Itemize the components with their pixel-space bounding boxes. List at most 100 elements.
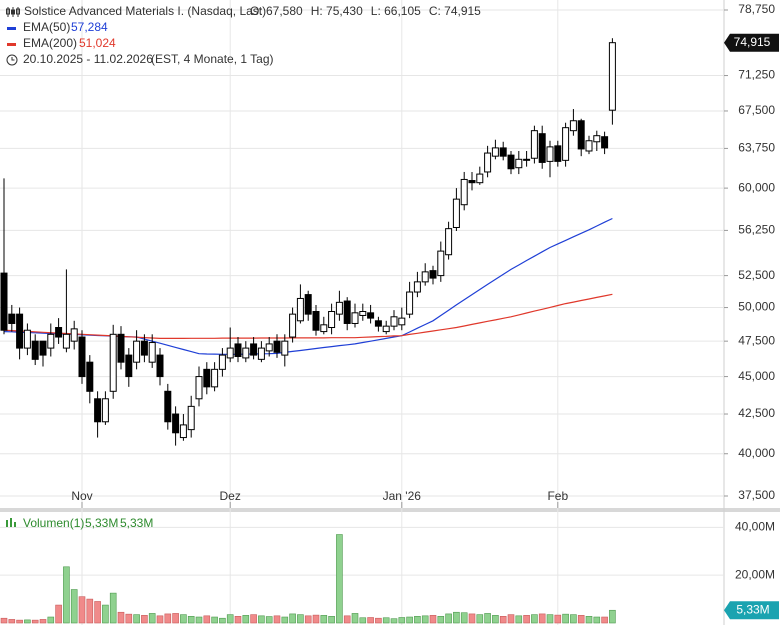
volume-bar — [31, 619, 39, 624]
candle-body — [374, 320, 382, 327]
volume-bar — [492, 615, 499, 624]
candle-body — [78, 336, 86, 378]
candle-body — [250, 343, 258, 356]
ema-line — [3, 293, 613, 339]
candle-body — [538, 133, 546, 163]
candle-body — [8, 313, 16, 324]
volume-bar — [398, 617, 406, 624]
volume-bar — [109, 592, 117, 624]
volume-bar — [359, 617, 367, 624]
candle-body — [585, 140, 593, 152]
candle-body — [140, 340, 148, 356]
volume-bar — [523, 615, 530, 624]
candle-body — [296, 297, 304, 322]
candle-body — [429, 270, 437, 279]
candle-body — [242, 347, 250, 359]
volume-bar — [601, 616, 608, 624]
volume-bar — [258, 615, 265, 624]
volume-bar — [351, 613, 359, 624]
y-tick-label: 78,750 — [738, 2, 775, 16]
candle-body — [413, 281, 421, 293]
price-tag — [724, 33, 779, 52]
volume-bar — [180, 614, 187, 624]
ohlc-item: C: 74,915 — [429, 4, 481, 18]
candle-body — [257, 347, 265, 360]
candle-body — [211, 368, 219, 388]
volume-bar — [546, 614, 554, 624]
volume-bar — [250, 614, 257, 624]
candle-body — [382, 325, 390, 333]
volume-bar — [265, 616, 273, 624]
y-tick-label: 50,000 — [738, 300, 775, 314]
y-tick-label: 60,000 — [738, 180, 775, 194]
volume-bar — [195, 616, 203, 624]
candle-body — [515, 158, 523, 169]
candle-body — [421, 271, 429, 283]
candle-body — [23, 329, 31, 349]
candle-body — [359, 311, 367, 316]
volume-bar — [226, 614, 234, 624]
y-tick-label: 42,500 — [738, 406, 775, 420]
volume-bar — [47, 616, 55, 624]
volume-bar — [484, 613, 491, 624]
volume-bar — [172, 613, 179, 624]
volume-bar — [16, 619, 23, 624]
volume-bar — [156, 615, 164, 624]
y-tick-label: 56,250 — [738, 223, 775, 237]
volume-bar — [460, 612, 468, 624]
candle-body — [484, 152, 492, 173]
volume-bar — [70, 589, 78, 624]
candle-body — [499, 147, 507, 157]
volume-bar — [133, 614, 140, 624]
legend-swatch — [7, 43, 16, 46]
volume-bar — [8, 619, 16, 624]
volume-bar — [273, 615, 281, 624]
legend-value: 51,024 — [79, 36, 116, 50]
y-tick-label: 63,750 — [738, 141, 775, 155]
panel-separator — [0, 508, 780, 512]
volume-bar — [375, 617, 382, 624]
candle-body — [608, 42, 616, 111]
ohlc-item: O: 67,580 — [250, 4, 303, 18]
y-tick-label: 71,250 — [738, 68, 775, 82]
y-tick-label: 47,500 — [738, 333, 775, 347]
candle-body — [569, 120, 577, 132]
volume-legend-value: 5,33M — [120, 516, 153, 530]
volume-bar — [148, 613, 156, 624]
x-tick-label: Feb — [547, 489, 568, 503]
y-tick-label: 67,500 — [738, 103, 775, 117]
volume-bar — [281, 616, 289, 624]
volume-bar — [562, 613, 569, 624]
y-tick-label: 40,000 — [738, 446, 775, 460]
volume-bar — [141, 615, 148, 624]
volume-bar — [367, 617, 374, 624]
candle-body — [218, 354, 226, 370]
candle-body — [406, 291, 414, 315]
volume-bar — [577, 615, 585, 624]
volume-bar — [476, 614, 484, 624]
volume-bar — [609, 609, 616, 624]
clock-icon — [6, 54, 18, 66]
legend-label: EMA(50) — [23, 20, 70, 34]
candle-body — [445, 228, 453, 256]
candle-body — [195, 376, 203, 400]
volume-bar — [304, 615, 312, 624]
candle-body — [452, 198, 460, 228]
candle-body — [187, 405, 195, 431]
candle-body — [39, 340, 47, 356]
candle-body — [172, 413, 180, 434]
volume-bar — [39, 619, 47, 624]
x-tick-label: Jan '26 — [383, 489, 422, 503]
candle-body — [601, 136, 609, 149]
candle-body — [47, 333, 55, 349]
candle-body — [179, 424, 187, 439]
candle-body — [203, 368, 211, 388]
candle-body — [312, 311, 320, 331]
header: Solstice Advanced Materials I. (Nasdaq, … — [6, 4, 481, 530]
volume-bar — [55, 604, 62, 624]
candle-body — [304, 294, 312, 315]
ema-line — [3, 217, 613, 355]
volume-tag — [724, 601, 779, 620]
volume-bar — [0, 617, 8, 624]
volume-bar — [507, 614, 515, 624]
